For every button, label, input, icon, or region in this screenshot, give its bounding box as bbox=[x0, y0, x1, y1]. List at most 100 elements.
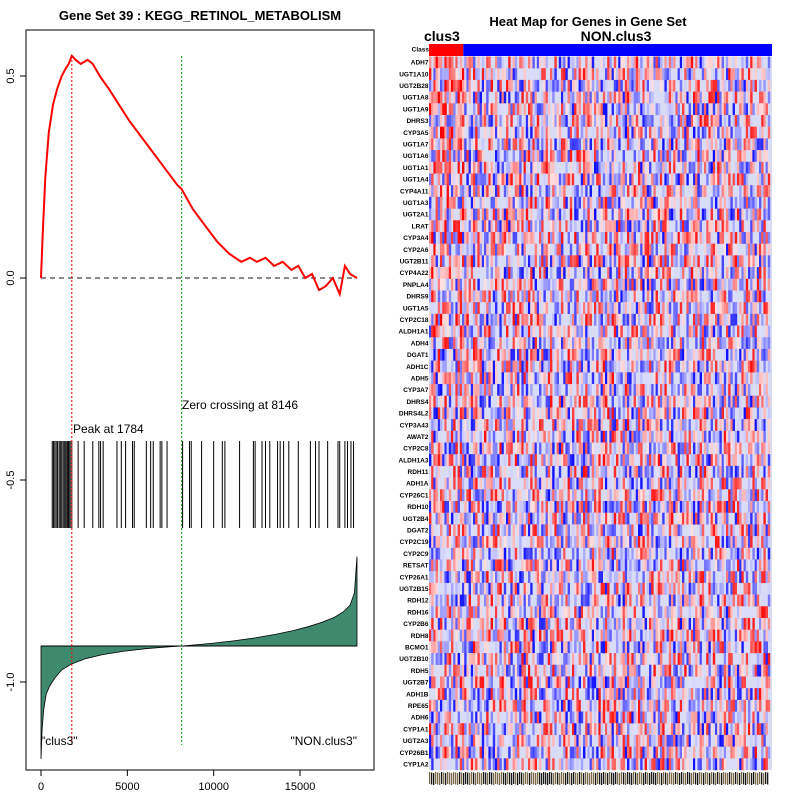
heat-cell bbox=[473, 173, 476, 186]
heat-cell bbox=[567, 454, 570, 467]
heat-cell bbox=[693, 536, 696, 548]
heat-cell bbox=[446, 196, 449, 209]
heat-cell bbox=[710, 278, 713, 291]
heat-cell bbox=[459, 337, 463, 350]
heat-cell bbox=[646, 255, 650, 268]
heat-cell bbox=[554, 302, 557, 315]
heat-cell bbox=[754, 208, 757, 221]
heat-cell bbox=[446, 313, 449, 326]
heat-cell bbox=[748, 419, 751, 431]
heat-cell bbox=[565, 372, 568, 385]
heat-cell bbox=[569, 430, 573, 443]
heat-cell bbox=[646, 302, 650, 315]
heat-cell bbox=[481, 348, 485, 361]
heat-cell bbox=[633, 220, 636, 233]
heat-cell bbox=[682, 454, 685, 467]
heat-cell bbox=[528, 114, 531, 127]
heat-cell bbox=[754, 196, 757, 209]
heat-cell bbox=[679, 384, 683, 396]
heat-cell bbox=[536, 372, 540, 385]
heat-cell bbox=[473, 430, 476, 443]
heat-cell bbox=[512, 419, 515, 431]
heat-cell bbox=[598, 79, 601, 92]
heat-cell bbox=[743, 384, 746, 396]
heat-cell bbox=[633, 68, 636, 81]
heat-cell bbox=[446, 512, 449, 525]
heat-cell bbox=[429, 150, 432, 162]
heat-cell bbox=[765, 68, 768, 81]
heat-cell bbox=[558, 114, 562, 127]
heat-cell bbox=[442, 547, 445, 560]
heat-cell bbox=[462, 302, 465, 315]
heat-cell bbox=[629, 442, 632, 455]
heat-cell bbox=[620, 185, 623, 198]
heat-cell bbox=[477, 290, 480, 303]
heat-cell bbox=[642, 337, 645, 350]
heat-cell bbox=[732, 278, 735, 291]
heat-cell bbox=[580, 313, 584, 326]
heat-cell bbox=[550, 500, 553, 513]
heat-cell bbox=[719, 161, 722, 174]
heat-cell bbox=[556, 536, 559, 548]
heat-cell bbox=[616, 290, 619, 303]
heat-cell bbox=[523, 407, 526, 420]
heat-cell bbox=[723, 138, 727, 151]
heat-cell bbox=[644, 512, 647, 525]
heat-cell bbox=[468, 150, 471, 162]
heat-cell bbox=[536, 103, 540, 116]
heat-cell bbox=[457, 419, 460, 431]
ranked-metric-fill bbox=[40, 556, 358, 760]
heat-cell bbox=[605, 68, 608, 81]
heat-cell bbox=[552, 442, 555, 455]
heat-cell bbox=[730, 489, 733, 502]
heat-cell bbox=[433, 278, 436, 291]
heat-cell bbox=[541, 126, 544, 139]
heat-cell bbox=[721, 161, 724, 174]
heat-cell bbox=[673, 126, 676, 139]
heat-cell bbox=[712, 465, 716, 478]
heat-cell bbox=[558, 500, 562, 513]
heat-cell bbox=[446, 302, 449, 315]
heat-cell bbox=[484, 360, 487, 373]
heat-cell bbox=[675, 536, 678, 548]
heat-cell bbox=[499, 255, 502, 268]
heat-cell bbox=[525, 419, 529, 431]
heat-cell bbox=[591, 243, 595, 256]
heat-cell bbox=[530, 313, 533, 326]
heat-cell bbox=[431, 278, 434, 291]
heat-cell bbox=[609, 477, 612, 490]
heat-cell bbox=[550, 348, 553, 361]
heat-cell bbox=[585, 477, 588, 490]
heat-cell bbox=[484, 185, 487, 198]
heat-cell bbox=[517, 524, 520, 537]
heat-cell bbox=[719, 512, 722, 525]
heat-cell bbox=[600, 313, 603, 326]
heat-cell bbox=[470, 372, 474, 385]
heat-cell bbox=[574, 220, 577, 233]
heat-cell bbox=[431, 465, 434, 478]
heat-cell bbox=[710, 231, 713, 244]
heat-cell bbox=[556, 348, 559, 361]
heat-cell bbox=[638, 138, 641, 151]
heat-cell bbox=[446, 220, 449, 233]
heat-cell bbox=[569, 489, 573, 502]
heat-cell bbox=[682, 114, 685, 127]
heat-cell bbox=[609, 126, 612, 139]
heat-cell bbox=[451, 278, 454, 291]
heat-cell bbox=[664, 536, 667, 548]
heat-cell bbox=[429, 126, 432, 139]
heat-cell bbox=[642, 489, 645, 502]
heat-cell bbox=[435, 208, 438, 221]
heat-cell bbox=[675, 360, 678, 373]
heat-cell bbox=[613, 325, 617, 338]
heat-cell bbox=[481, 302, 485, 315]
heat-cell bbox=[497, 231, 500, 244]
heat-cell bbox=[558, 278, 562, 291]
heat-cell bbox=[618, 325, 621, 338]
heat-cell bbox=[627, 56, 630, 69]
heat-cell bbox=[543, 243, 546, 256]
heat-cell bbox=[512, 231, 515, 244]
heat-cell bbox=[675, 500, 678, 513]
heat-cell bbox=[497, 489, 500, 502]
heat-cell bbox=[569, 255, 573, 268]
